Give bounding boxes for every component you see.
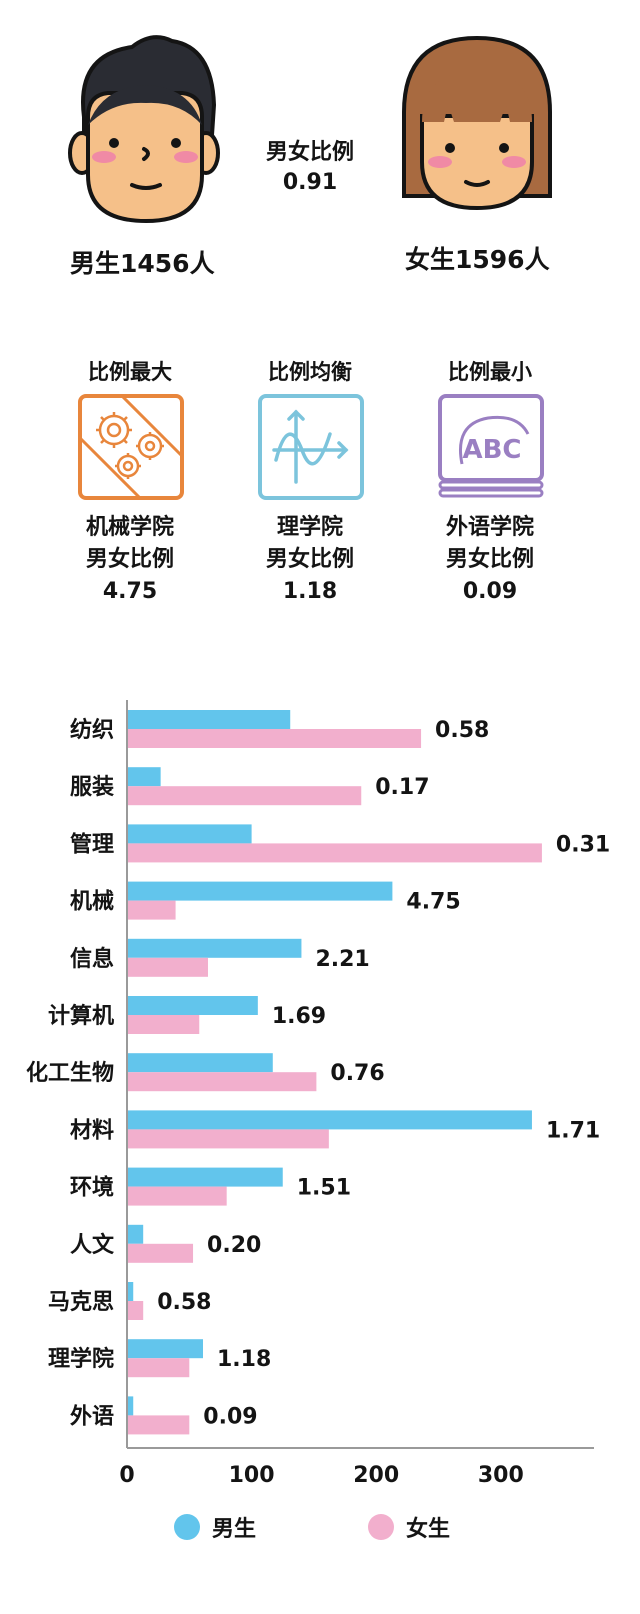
bar-female [127, 957, 208, 977]
category-label: 化工生物 [26, 1060, 114, 1086]
bar-female [127, 1072, 317, 1092]
category-label: 信息 [70, 946, 114, 972]
card-balanced-label: 男女比例 [265, 547, 354, 572]
female-count-caption: 女生1596人 [405, 245, 550, 274]
legend-female-dot [368, 1514, 394, 1540]
bar-female [127, 786, 362, 806]
card-min-value: 0.09 [462, 579, 518, 604]
bar-male [127, 767, 161, 787]
category-label: 马克思 [48, 1289, 114, 1315]
bar-female [127, 843, 542, 863]
bar-male [127, 1339, 204, 1359]
data-label: 1.71 [546, 1118, 600, 1143]
legend-male-dot [174, 1514, 200, 1540]
category-label: 管理 [70, 831, 114, 857]
x-tick-label: 0 [119, 1463, 134, 1488]
category-label: 计算机 [48, 1003, 114, 1029]
card-info-balanced: 理学院 男女比例 1.18 [230, 512, 390, 608]
category-label: 服装 [70, 775, 114, 800]
bar-female [127, 1129, 329, 1149]
data-label: 0.31 [556, 832, 610, 857]
bar-female [127, 1301, 144, 1320]
overall-ratio-value: 0.91 [282, 170, 338, 195]
data-label: 0.58 [157, 1290, 211, 1315]
data-label: 0.20 [207, 1233, 261, 1258]
card-balanced-college: 理学院 [276, 515, 343, 540]
card-max-college: 机械学院 [85, 515, 174, 540]
category-label: 机械 [70, 890, 114, 915]
data-label: 1.18 [217, 1347, 271, 1372]
data-label: 4.75 [406, 890, 460, 915]
category-label: 环境 [70, 1175, 114, 1201]
bar-male [127, 824, 252, 844]
male-count-caption: 男生1456人 [70, 249, 215, 278]
card-min-label: 男女比例 [445, 547, 534, 572]
category-label: 人文 [70, 1232, 115, 1258]
bar-female [127, 1186, 227, 1206]
category-label: 材料 [70, 1118, 114, 1143]
data-label: 2.21 [315, 947, 369, 972]
data-label: 0.17 [375, 775, 429, 800]
x-tick-label: 200 [353, 1463, 399, 1488]
bar-female [127, 900, 176, 920]
data-label: 0.09 [203, 1404, 257, 1429]
overall-ratio: 男女比例 0.91 [250, 138, 370, 198]
bar-male [127, 996, 258, 1015]
legend-female: 女生 [368, 1511, 450, 1543]
data-label: 0.58 [435, 718, 489, 743]
x-tick-label: 300 [478, 1463, 524, 1488]
graph-icon [258, 394, 364, 500]
card-title-min: 比例最小 [448, 360, 532, 384]
bar-female [127, 1243, 194, 1263]
card-max-value: 4.75 [102, 579, 158, 604]
bar-male [127, 938, 302, 958]
abc-book-icon: ABC [438, 394, 544, 500]
legend-male: 男生 [174, 1511, 256, 1543]
bar-male [127, 1167, 283, 1187]
legend-male-label: 男生 [212, 1517, 257, 1542]
card-max-label: 男女比例 [85, 547, 174, 572]
legend-female-label: 女生 [406, 1517, 451, 1542]
category-label: 纺织 [70, 717, 114, 743]
gender-bar-chart: 纺织 0.58 服装 0.17 管理 0.31 机械 4.75 信息 2.21 计算机 1.69 化工生… [26, 700, 610, 1488]
overall-ratio-title: 男女比例 [265, 140, 354, 165]
card-balanced-value: 1.18 [282, 579, 338, 604]
bar-male [127, 710, 291, 729]
x-tick-label: 100 [229, 1463, 275, 1488]
category-label: 理学院 [48, 1346, 114, 1372]
category-label: 外语 [70, 1403, 114, 1429]
bar-male [127, 1396, 134, 1416]
card-info-max: 机械学院 男女比例 4.75 [50, 512, 210, 608]
boy-face-icon [62, 25, 222, 229]
bar-female [127, 1015, 200, 1034]
bar-female [127, 1415, 190, 1435]
card-info-min: 外语学院 男女比例 0.09 [410, 512, 570, 608]
gears-icon [78, 394, 184, 500]
card-min-college: 外语学院 [445, 515, 534, 540]
bar-female [127, 729, 422, 748]
bar-female [127, 1358, 190, 1378]
data-label: 0.76 [330, 1061, 384, 1086]
bar-male [127, 1053, 273, 1073]
girl-face-icon [392, 32, 562, 216]
card-title-max: 比例最大 [88, 360, 172, 384]
data-label: 1.69 [272, 1004, 326, 1029]
abc-text: ABC [462, 435, 521, 465]
card-title-balanced: 比例均衡 [268, 360, 352, 384]
bar-male [127, 1110, 532, 1130]
data-label: 1.51 [297, 1176, 351, 1201]
bar-male [127, 1224, 144, 1244]
bar-male [127, 881, 393, 901]
bar-male [127, 1282, 134, 1301]
